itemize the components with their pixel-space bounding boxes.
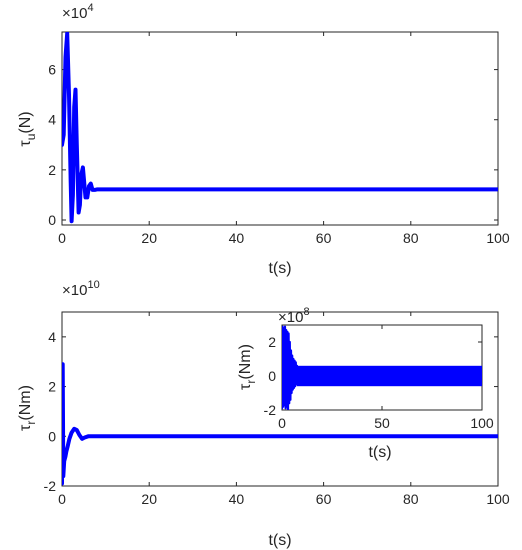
tau-r-xtick-label: 80 [403, 491, 419, 507]
inset-noise-band [297, 365, 482, 387]
tau-r-series-line [62, 362, 498, 486]
tau-u-ytick-label: 0 [48, 212, 56, 228]
inset-xtick-label: 0 [278, 415, 286, 431]
tau-u-xtick-label: 100 [486, 230, 510, 246]
tau-u-ylabel: τu(N) [17, 111, 38, 146]
tau-r-scale-label: ×1010 [62, 279, 100, 299]
tau-r-ytick-label: 0 [48, 428, 56, 444]
tau-r-ytick-label: 2 [48, 379, 56, 395]
inset-xlabel: t(s) [368, 444, 391, 461]
tau-u-xtick-label: 20 [141, 230, 157, 246]
tau-u-ytick-label: 4 [48, 112, 56, 128]
tau-r-xtick-label: 0 [58, 491, 66, 507]
tau-r-ytick-label: -2 [44, 478, 57, 494]
tau-u-series-line [62, 32, 498, 224]
inset-ylabel: τr(Nm) [237, 344, 258, 390]
inset-xtick-label: 50 [374, 415, 390, 431]
svg-text:τr(Nm): τr(Nm) [17, 385, 38, 431]
tau-u-chart: ×104 τu(N) t(s) 0 20 40 60 80 100 0 2 4 6 [17, 2, 510, 277]
tau-u-xtick-label: 40 [229, 230, 245, 246]
tau-r-xtick-label: 40 [229, 491, 245, 507]
svg-text:τr(Nm): τr(Nm) [237, 344, 258, 390]
inset-ytick-label: 2 [268, 334, 276, 350]
tau-u-ytick-label: 6 [48, 62, 56, 78]
tau-u-xtick-label: 60 [316, 230, 332, 246]
tau-u-axes-frame [61, 31, 499, 226]
inset-series-line [282, 325, 299, 410]
tau-r-xtick-label: 20 [141, 491, 157, 507]
tau-u-xlabel: t(s) [268, 260, 291, 277]
tau-u-scale-label: ×104 [62, 2, 94, 22]
inset-scale-label: ×108 [278, 306, 310, 326]
tau-u-xtick-label: 80 [403, 230, 419, 246]
inset-ytick-label: -2 [264, 402, 277, 418]
svg-text:τu(N): τu(N) [17, 111, 38, 146]
tau-u-ytick-label: 2 [48, 162, 56, 178]
inset-ytick-label: 0 [268, 368, 276, 384]
tau-r-inset-chart: ×108 τr(Nm) t(s) 0 50 100-202 [237, 306, 494, 461]
tau-r-xlabel: t(s) [268, 532, 291, 549]
tau-r-xtick-label: 60 [316, 491, 332, 507]
inset-xtick-label: 100 [470, 415, 494, 431]
tau-r-xtick-label: 100 [486, 491, 510, 507]
tau-r-ylabel: τr(Nm) [17, 385, 38, 431]
tau-u-xtick-label: 0 [58, 230, 66, 246]
tau-r-ytick-label: 4 [48, 329, 56, 345]
